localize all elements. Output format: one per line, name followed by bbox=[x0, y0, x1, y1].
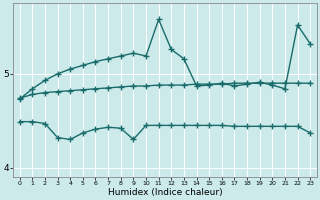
X-axis label: Humidex (Indice chaleur): Humidex (Indice chaleur) bbox=[108, 188, 222, 197]
